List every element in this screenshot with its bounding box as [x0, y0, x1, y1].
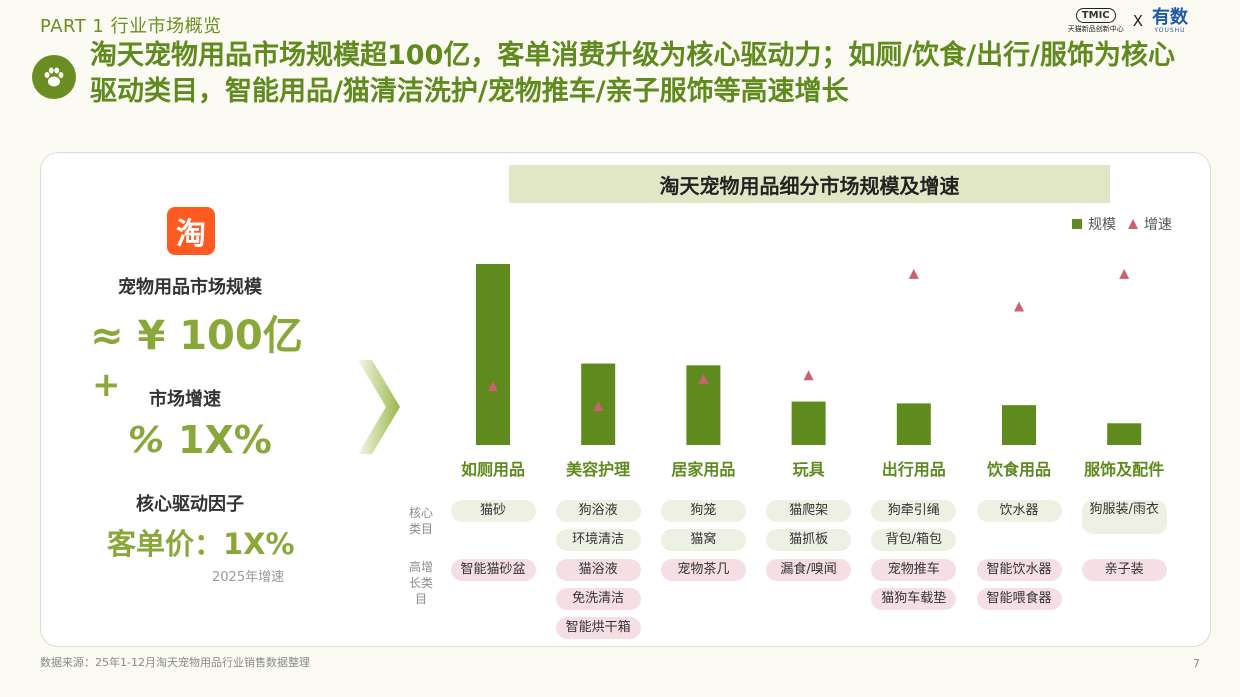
collab-x: X [1132, 12, 1143, 30]
fast-growth-pill: 智能饮水器 [976, 559, 1062, 581]
fast-growth-pill: 亲子装 [1081, 559, 1167, 581]
taobao-icon: 淘 [167, 207, 215, 255]
percent-icon: % [128, 420, 165, 461]
chevron-right-icon [358, 360, 400, 454]
tmic-logo: TMIC 天猫新品创新中心 [1068, 8, 1124, 34]
fast-growth-pill: 智能猫砂盆 [450, 559, 536, 581]
core-category-pill: 狗浴液 [555, 500, 641, 522]
bar-服饰及配件 [1107, 423, 1142, 445]
plus-icon: + [92, 365, 121, 405]
category-label: 饮食用品 [986, 460, 1051, 479]
growth-value: 1X% [178, 418, 272, 462]
category-label: 如厕用品 [460, 460, 525, 479]
fast-growth-pill: 智能喂食器 [976, 588, 1062, 610]
bar-玩具 [791, 401, 826, 445]
fast-growth-pill: 免洗清洁 [555, 588, 641, 610]
growth-marker-饮食用品 [1014, 301, 1024, 312]
tmic-logo-subtitle: 天猫新品创新中心 [1067, 25, 1124, 33]
partner-logos: TMIC 天猫新品创新中心 X 有数 YOUSHU [1068, 8, 1188, 34]
fast-growth-pill: 猫狗车载垫 [871, 588, 957, 610]
bar-如厕用品 [476, 264, 510, 445]
category-label: 玩具 [792, 460, 825, 479]
growth-marker-出行用品 [908, 268, 919, 279]
core-category-pill: 狗牵引绳 [871, 500, 957, 522]
category-label: 出行用品 [881, 460, 946, 479]
fast-growth-pill: 漏食/嗅闻 [766, 559, 852, 581]
page-number: 7 [1193, 657, 1200, 670]
growth-marker-美容护理 [593, 400, 604, 411]
section-label: PART 1 行业市场概览 [40, 16, 222, 37]
category-label: 美容护理 [566, 460, 631, 479]
core-row-label: 核心类目 [409, 506, 434, 536]
fast-growth-pill: 宠物推车 [871, 559, 957, 581]
chart-legend: 规模 增速 [1072, 214, 1172, 234]
core-category-pill: 环境清洁 [555, 529, 641, 551]
growth-marker-玩具 [803, 370, 814, 381]
fast-growth-pill: 宠物茶几 [660, 559, 746, 581]
fast-row-label: 高增长类目 [409, 560, 434, 606]
youshu-logo: 有数 YOUSHU [1152, 8, 1188, 34]
market-size-label: 宠物用品市场规模 [118, 277, 262, 298]
core-category-pill: 饮水器 [976, 500, 1062, 522]
core-category-pill: 猫窝 [660, 529, 746, 551]
youshu-logo-en: YOUSHU [1154, 27, 1186, 34]
growth-marker-居家用品 [698, 373, 709, 384]
category-label: 居家用品 [671, 460, 736, 479]
growth-label: 市场增速 [149, 389, 221, 410]
category-label: 服饰及配件 [1084, 460, 1165, 479]
core-category-pill: 猫爬架 [766, 500, 852, 522]
driver-value: 客单价：1X% [107, 527, 295, 561]
bar-饮食用品 [1002, 405, 1036, 445]
tmic-logo-text: TMIC [1075, 8, 1116, 23]
fast-growth-pill: 猫浴液 [555, 559, 641, 581]
core-category-pill: 狗服装/雨衣 [1081, 500, 1167, 534]
core-category-pill: 狗笼 [660, 500, 746, 522]
growth-marker-服饰及配件 [1119, 268, 1130, 279]
bar-出行用品 [896, 403, 931, 445]
headline: 淘天宠物用品市场规模超100亿，客单消费升级为核心驱动力；如厕/饮食/出行/服饰… [90, 40, 1175, 107]
legend-triangle-swatch [1128, 219, 1138, 229]
core-category-pill: 背包/箱包 [871, 529, 957, 551]
youshu-logo-cn: 有数 [1152, 7, 1188, 28]
core-category-pill: 猫砂 [450, 500, 536, 522]
paw-icon [32, 55, 76, 99]
legend-bar-swatch [1072, 219, 1082, 229]
legend-growth-label: 增速 [1144, 217, 1172, 233]
driver-note: 2025年增速 [212, 570, 285, 585]
chart-title: 淘天宠物用品细分市场规模及增速 [509, 165, 1110, 203]
core-category-pill: 猫抓板 [766, 529, 852, 551]
market-size-value: ≈ ¥ 100亿 [90, 313, 303, 359]
growth-marker-如厕用品 [488, 381, 498, 392]
driver-label: 核心驱动因子 [136, 494, 244, 515]
fast-growth-pill: 智能烘干箱 [555, 617, 641, 639]
source-note: 数据来源：25年1-12月淘天宠物用品行业销售数据整理 [40, 656, 310, 669]
legend-size-label: 规模 [1088, 217, 1116, 233]
